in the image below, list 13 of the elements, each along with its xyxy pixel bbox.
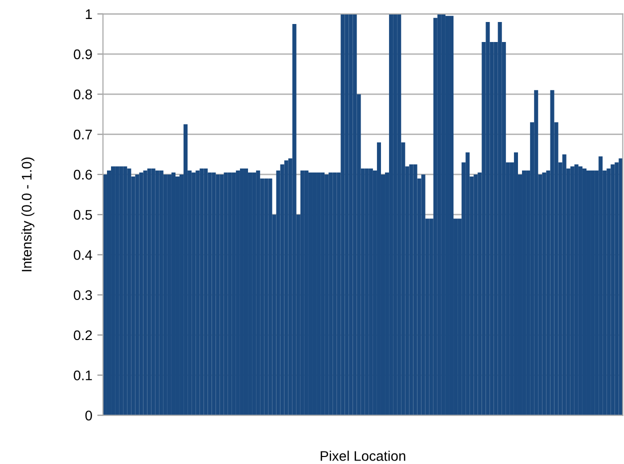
y-tick-label: 0	[85, 410, 92, 420]
y-axis-title: Intensity (0.0 - 1.0)	[21, 158, 34, 272]
y-tick-label: 0.6	[74, 170, 92, 180]
y-tick-label: 1	[86, 9, 92, 19]
y-tick-label: 0.2	[74, 330, 92, 340]
y-tick-label: 0.4	[74, 250, 92, 260]
y-tick-label: 0.5	[74, 210, 92, 220]
y-tick-label: 0.3	[74, 290, 92, 300]
x-axis-title: Pixel Location	[320, 450, 406, 461]
y-tick-label: 0.1	[74, 370, 92, 380]
y-tick-label: 0.8	[74, 90, 92, 100]
y-tick-label: 0.9	[74, 49, 92, 60]
y-tick-label: 0.7	[74, 130, 92, 140]
